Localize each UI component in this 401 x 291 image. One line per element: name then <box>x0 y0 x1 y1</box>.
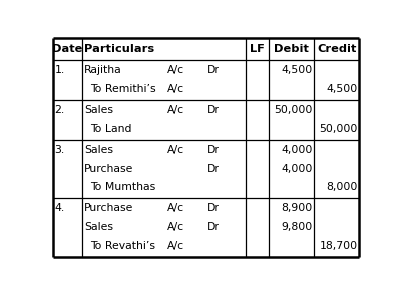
Text: To Revathi’s: To Revathi’s <box>90 241 154 251</box>
Text: Dr: Dr <box>206 145 219 155</box>
Text: Sales: Sales <box>84 145 113 155</box>
Text: 50,000: 50,000 <box>318 124 356 134</box>
Text: A/c: A/c <box>167 65 184 75</box>
Text: 8,000: 8,000 <box>325 182 356 192</box>
Text: To Remithi’s: To Remithi’s <box>90 84 155 94</box>
Text: LF: LF <box>249 44 264 54</box>
Text: 2.: 2. <box>55 105 65 115</box>
Text: 8,900: 8,900 <box>280 203 312 214</box>
Text: 9,800: 9,800 <box>280 222 312 232</box>
Text: Debit: Debit <box>273 44 308 54</box>
Text: Purchase: Purchase <box>84 164 134 174</box>
Text: Rajitha: Rajitha <box>84 65 122 75</box>
Text: Dr: Dr <box>206 105 219 115</box>
Text: 4,000: 4,000 <box>280 145 312 155</box>
Text: 4,500: 4,500 <box>325 84 356 94</box>
Text: A/c: A/c <box>167 222 184 232</box>
Text: Sales: Sales <box>84 105 113 115</box>
Text: A/c: A/c <box>167 241 184 251</box>
Text: To Land: To Land <box>90 124 131 134</box>
Text: Dr: Dr <box>206 164 219 174</box>
Text: Date: Date <box>52 44 82 54</box>
Text: 50,000: 50,000 <box>273 105 312 115</box>
Text: 4,500: 4,500 <box>280 65 312 75</box>
Text: Purchase: Purchase <box>84 203 134 214</box>
Text: 3.: 3. <box>55 145 65 155</box>
Text: Sales: Sales <box>84 222 113 232</box>
Text: A/c: A/c <box>167 105 184 115</box>
Text: A/c: A/c <box>167 84 184 94</box>
Text: Dr: Dr <box>206 203 219 214</box>
Text: Particulars: Particulars <box>84 44 154 54</box>
Text: 4,000: 4,000 <box>280 164 312 174</box>
Text: A/c: A/c <box>167 203 184 214</box>
Text: To Mumthas: To Mumthas <box>90 182 155 192</box>
Text: A/c: A/c <box>167 145 184 155</box>
Text: 1.: 1. <box>55 65 65 75</box>
Text: Dr: Dr <box>206 222 219 232</box>
Text: 18,700: 18,700 <box>318 241 356 251</box>
Text: Dr: Dr <box>206 65 219 75</box>
Text: Credit: Credit <box>316 44 356 54</box>
Text: 4.: 4. <box>55 203 65 214</box>
